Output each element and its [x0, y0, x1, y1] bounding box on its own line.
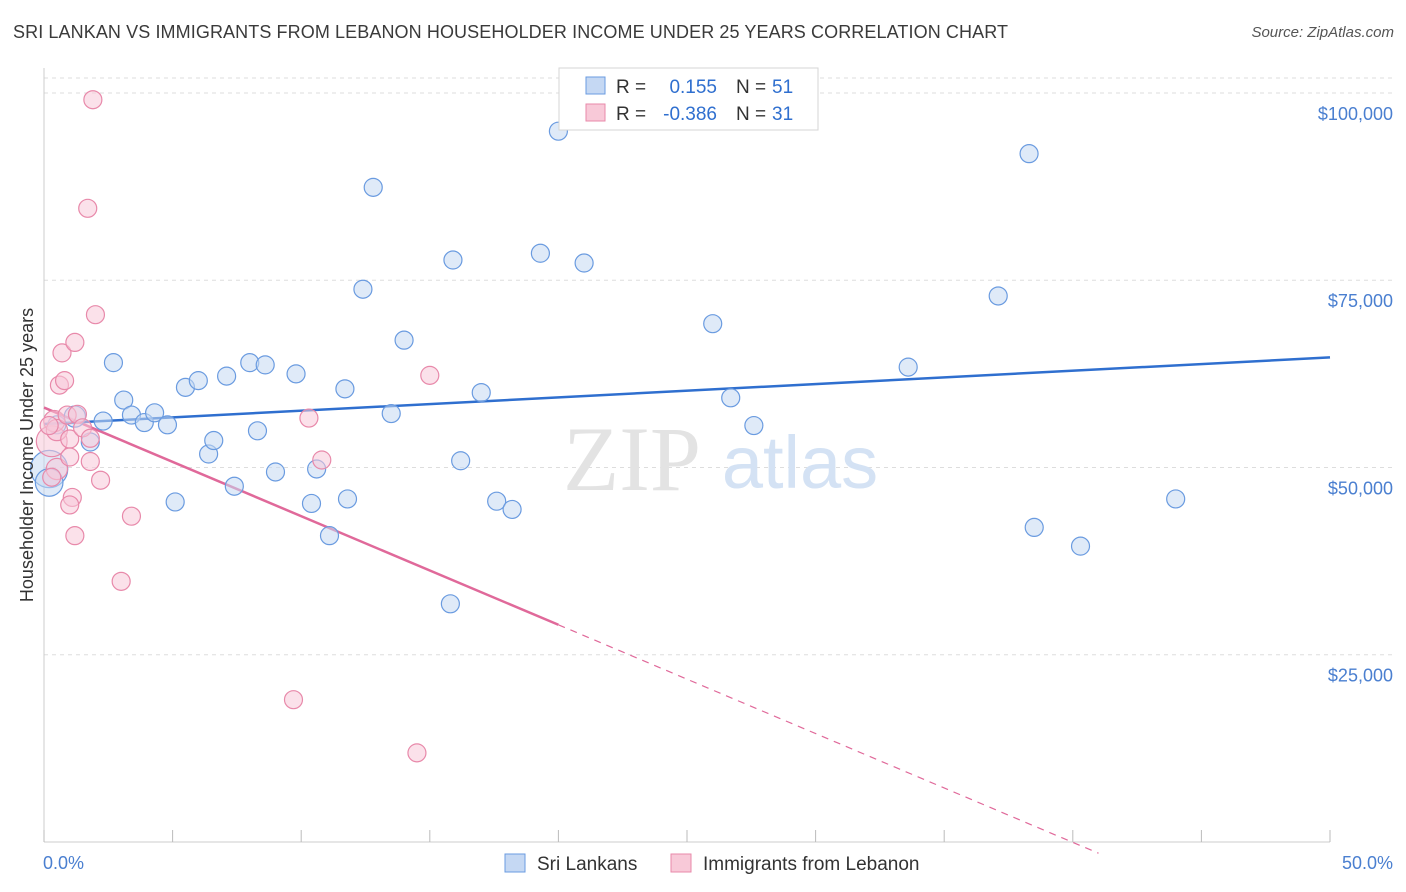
point-sri-lankans-20	[255, 355, 275, 375]
trendline-sri-lankans	[43, 356, 1331, 426]
chart-title: SRI LANKAN VS IMMIGRANTS FROM LEBANON HO…	[13, 22, 1009, 42]
legend-swatch-pink	[585, 103, 606, 122]
point-sri-lankans-22	[286, 364, 306, 384]
point-sri-lankans-48	[1070, 536, 1091, 556]
point-lebanon-18	[80, 451, 100, 472]
point-sri-lankans-23	[301, 493, 322, 514]
point-lebanon-5	[52, 343, 72, 363]
point-lebanon-26	[312, 450, 332, 470]
legend-n-label-1: N =	[736, 77, 766, 98]
point-sri-lankans-30	[381, 403, 401, 424]
y-tick-label-2: $75,000	[1328, 291, 1393, 311]
y-tick-label-1: $50,000	[1328, 478, 1393, 498]
point-lebanon-25	[299, 408, 319, 428]
legend-swatch-blue	[585, 76, 606, 95]
point-sri-lankans-34	[451, 451, 471, 471]
point-lebanon-30	[42, 467, 62, 487]
point-sri-lankans-21	[265, 462, 286, 482]
legend-r-label-1: R =	[616, 77, 646, 98]
trend-lines	[43, 356, 1331, 854]
point-sri-lankans-11	[165, 492, 185, 512]
point-sri-lankans-49	[1166, 489, 1186, 509]
point-lebanon-27	[420, 365, 440, 385]
y-tick-label-0: $25,000	[1328, 666, 1393, 686]
data-points	[29, 90, 1186, 763]
point-lebanon-24	[283, 690, 304, 710]
point-sri-lankans-38	[530, 243, 550, 263]
point-sri-lankans-26	[337, 489, 358, 509]
legend-r-label-2: R =	[616, 104, 646, 125]
point-sri-lankans-42	[721, 388, 741, 408]
series-legend-lebanon: Immigrants from Lebanon	[703, 854, 920, 875]
watermark-zip: ZIP	[563, 408, 701, 510]
point-sri-lankans-33	[443, 250, 463, 270]
point-lebanon-20	[85, 305, 106, 325]
legend-n-value-2: 31	[772, 104, 793, 125]
point-sri-lankans-15	[204, 430, 224, 451]
y-axis-label: Householder Income Under 25 years	[17, 308, 37, 602]
point-lebanon-22	[111, 571, 131, 591]
point-sri-lankans-5	[103, 353, 124, 373]
point-lebanon-19	[83, 90, 103, 110]
series-legend-swatch-lebanon	[670, 853, 692, 873]
point-sri-lankans-47	[1024, 517, 1044, 538]
point-sri-lankans-41	[703, 314, 723, 334]
point-sri-lankans-25	[319, 526, 340, 546]
point-sri-lankans-16	[217, 366, 237, 386]
point-sri-lankans-43	[744, 415, 764, 436]
correlation-legend: R = 0.155 N = 51 R = -0.386 N = 31	[558, 67, 819, 131]
point-sri-lankans-13	[188, 371, 208, 391]
point-lebanon-28	[407, 743, 427, 763]
point-sri-lankans-35	[471, 382, 491, 403]
point-lebanon-13	[65, 526, 85, 546]
point-lebanon-23	[121, 506, 142, 526]
point-lebanon-17	[78, 198, 98, 218]
point-sri-lankans-27	[335, 379, 355, 399]
point-lebanon-12	[65, 332, 85, 353]
point-sri-lankans-36	[487, 491, 507, 511]
point-lebanon-16	[80, 428, 100, 448]
source-label: Source: ZipAtlas.com	[1251, 24, 1394, 41]
legend-r-value-2: -0.386	[663, 104, 717, 125]
legend-n-label-2: N =	[736, 104, 766, 125]
axes: $25,000 $50,000 $75,000 $100,000 0.0% 50.0%	[43, 68, 1393, 873]
point-sri-lankans-44	[898, 357, 918, 377]
trendline-lebanon	[43, 406, 559, 626]
point-sri-lankans-40	[574, 253, 594, 273]
point-sri-lankans-37	[502, 499, 522, 520]
series-legend-swatch-sri-lankans	[504, 853, 526, 873]
trendline-lebanon-extension	[558, 624, 1099, 854]
point-lebanon-29	[39, 415, 59, 436]
x-tick-label-max: 50.0%	[1342, 853, 1393, 873]
legend-n-value-1: 51	[772, 77, 793, 98]
point-sri-lankans-29	[363, 177, 383, 197]
point-sri-lankans-4	[93, 411, 113, 431]
point-sri-lankans-28	[353, 279, 373, 299]
point-sri-lankans-19	[247, 421, 268, 441]
point-sri-lankans-6	[114, 390, 134, 410]
point-sri-lankans-31	[394, 330, 414, 350]
point-sri-lankans-10	[157, 415, 178, 435]
point-lebanon-21	[90, 470, 111, 490]
point-sri-lankans-17	[224, 476, 244, 496]
y-tick-label-3: $100,000	[1318, 104, 1393, 124]
x-tick-label-min: 0.0%	[43, 853, 84, 873]
point-lebanon-11	[60, 495, 80, 515]
point-sri-lankans-32	[440, 594, 460, 614]
point-sri-lankans-45	[988, 286, 1008, 306]
series-legend: Sri Lankans Immigrants from Lebanon	[504, 853, 920, 875]
point-sri-lankans-9	[144, 403, 165, 423]
watermark: ZIP atlas	[563, 408, 878, 510]
point-lebanon-6	[54, 371, 75, 391]
watermark-atlas: atlas	[722, 421, 878, 504]
point-lebanon-9	[60, 447, 80, 467]
point-sri-lankans-46	[1019, 144, 1039, 164]
legend-r-value-1: 0.155	[669, 77, 717, 98]
series-legend-sri-lankans: Sri Lankans	[537, 854, 637, 875]
